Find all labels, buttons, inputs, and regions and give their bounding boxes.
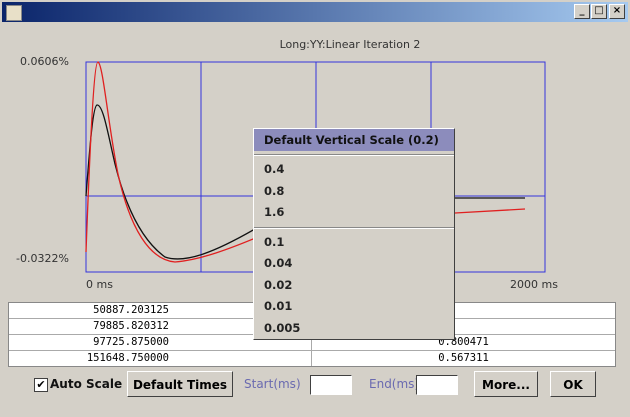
red-curve	[85, 61, 526, 263]
menu-item[interactable]: 0.8	[264, 183, 285, 198]
x-start-label: 0 ms	[86, 278, 113, 291]
default-times-button[interactable]: Default Times	[127, 371, 233, 397]
start-input[interactable]	[310, 375, 352, 395]
ok-button[interactable]: OK	[550, 371, 596, 397]
end-label: End(ms)	[369, 377, 420, 391]
menu-separator	[254, 226, 454, 229]
title-bar	[2, 2, 628, 22]
close-button[interactable]: ×	[609, 4, 625, 19]
menu-group: 0.1 0.04 0.02 0.01 0.005	[254, 232, 454, 340]
table-cell: 97725.875000	[9, 335, 312, 350]
auto-scale-label[interactable]: Auto Scale	[50, 377, 123, 391]
menu-separator	[254, 154, 454, 156]
menu-item[interactable]: 1.6	[264, 205, 285, 219]
minimize-button[interactable]: _	[574, 4, 590, 19]
table-row: 151648.750000 0.567311	[9, 351, 615, 366]
menu-item[interactable]: 0.005	[264, 320, 301, 335]
maximize-button[interactable]: □	[591, 4, 607, 19]
more-button[interactable]: More...	[474, 371, 538, 397]
menu-group: 0.4 0.8 1.6	[254, 159, 454, 224]
app-icon	[6, 5, 22, 21]
table-cell: 151648.750000	[9, 351, 312, 366]
menu-item[interactable]: 0.01	[264, 299, 293, 313]
menu-item[interactable]: 0.4	[264, 162, 285, 176]
y-min-label: -0.0322%	[16, 252, 69, 265]
start-label: Start(ms)	[244, 377, 301, 391]
table-cell: 0.567311	[438, 352, 489, 364]
menu-item[interactable]: 0.1	[264, 234, 285, 249]
y-max-label: 0.0606%	[20, 55, 69, 68]
auto-scale-checkbox[interactable]: ✔	[34, 378, 48, 392]
end-input[interactable]	[416, 375, 458, 395]
menu-item[interactable]: 0.04	[264, 256, 293, 270]
plot-title: Long:YY:Linear Iteration 2	[280, 38, 421, 51]
x-end-label: 2000 ms	[510, 278, 558, 291]
scale-menu: Default Vertical Scale (0.2) 0.4 0.8 1.6 0…	[253, 128, 455, 340]
menu-header[interactable]: Default Vertical Scale (0.2)	[254, 129, 454, 151]
menu-item[interactable]: 0.02	[264, 277, 293, 292]
